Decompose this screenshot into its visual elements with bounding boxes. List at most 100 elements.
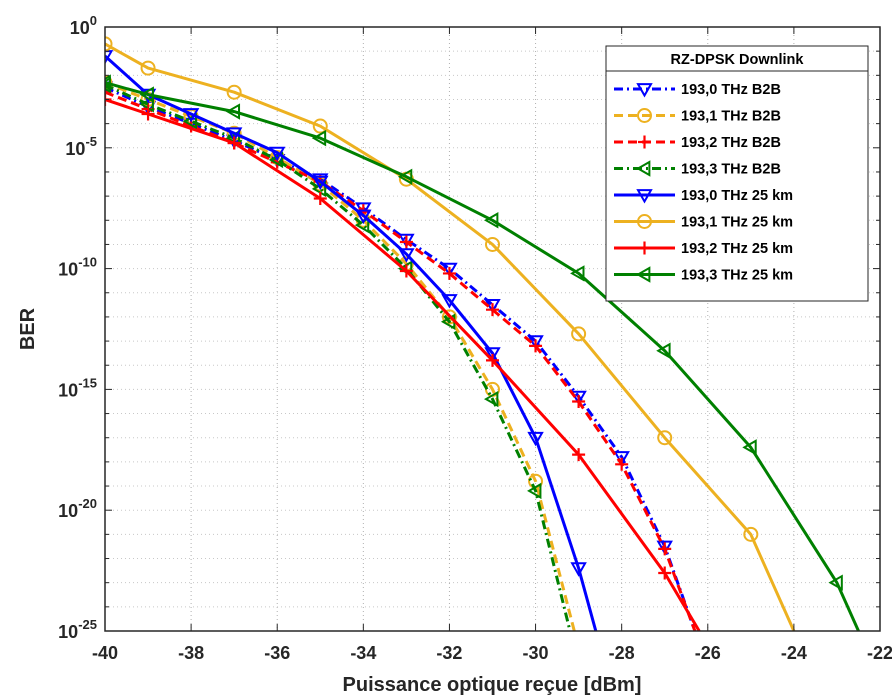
data-point — [572, 394, 586, 408]
legend-marker — [636, 189, 653, 204]
x-tick-label: -28 — [609, 643, 635, 663]
legend-item: 193,2 THz 25 km — [614, 241, 793, 257]
data-point — [399, 264, 413, 278]
data-point — [743, 526, 759, 542]
data-point — [226, 84, 242, 100]
data-point — [105, 50, 114, 65]
x-axis: -40 -38 -36 -34 -32 -30 -28 -26 -24 -22 — [92, 27, 892, 663]
data-point — [105, 75, 113, 91]
legend-label: 193,2 THz B2B — [681, 135, 781, 151]
data-point — [527, 335, 544, 350]
legend-item: 193,3 THz B2B — [614, 160, 781, 178]
data-point — [398, 233, 415, 249]
data-point — [828, 574, 843, 591]
series-8 — [105, 74, 860, 631]
legend-marker — [636, 83, 653, 98]
data-point — [483, 212, 499, 229]
data-point — [656, 540, 673, 555]
data-point — [570, 390, 587, 406]
legend-item: 193,1 THz 25 km — [614, 214, 793, 231]
legend-marker — [635, 160, 651, 177]
legend-marker — [638, 135, 651, 149]
data-point — [399, 235, 413, 249]
data-point — [139, 86, 154, 103]
data-point — [571, 326, 587, 342]
y-tick-label: 10-20 — [58, 496, 97, 521]
data-point — [225, 127, 243, 142]
y-tick-label: 10-25 — [58, 617, 97, 642]
legend-items: 193,0 THz B2B 193,1 THz B2B 193,2 THz B2B 1… — [614, 82, 793, 284]
data-point — [140, 60, 156, 76]
data-point — [527, 431, 544, 447]
series-line — [105, 86, 697, 631]
x-tick-label: -30 — [523, 643, 549, 663]
legend-item: 193,1 THz B2B — [614, 108, 781, 125]
data-point — [268, 146, 286, 162]
y-tick-label: 100 — [70, 13, 97, 38]
legend-label: 193,3 THz 25 km — [681, 268, 793, 284]
y-tick-label: 10-10 — [58, 255, 97, 280]
data-point — [441, 294, 458, 309]
legend: RZ-DPSK Downlink 193,0 THz B2B 193,1 THz … — [605, 45, 869, 302]
legend-label: 193,0 THz 25 km — [681, 188, 793, 204]
series-5 — [105, 50, 598, 631]
data-point — [613, 451, 630, 466]
legend-label: 193,1 THz B2B — [681, 109, 781, 125]
x-tick-label: -26 — [695, 643, 721, 663]
legend-marker — [637, 108, 652, 123]
data-point — [485, 236, 500, 252]
data-point — [572, 448, 586, 462]
series-line — [105, 81, 860, 631]
series-line — [105, 54, 598, 631]
data-point — [442, 266, 456, 280]
data-point — [312, 175, 329, 191]
legend-marker — [635, 266, 651, 283]
y-axis: 100 10-5 10-10 10-15 10-20 10-25 — [58, 13, 880, 642]
data-point — [658, 542, 672, 556]
data-point — [141, 107, 155, 121]
x-tick-label: -24 — [781, 643, 807, 663]
x-tick-label: -38 — [178, 643, 204, 663]
data-point — [182, 108, 200, 123]
x-axis-label: Puissance optique reçue [dBm] — [343, 674, 642, 696]
legend-label: 193,0 THz B2B — [681, 82, 781, 98]
series-line — [105, 42, 796, 631]
data-point — [570, 265, 585, 282]
series-line — [105, 83, 572, 631]
legend-item: 193,2 THz B2B — [614, 135, 781, 151]
x-tick-label: -36 — [264, 643, 290, 663]
y-tick-label: 10-5 — [65, 134, 97, 159]
legend-label: 193,1 THz 25 km — [681, 215, 793, 231]
data-point — [227, 136, 241, 150]
y-tick-label: 10-15 — [58, 375, 97, 400]
data-point — [570, 562, 587, 577]
series-line — [105, 81, 576, 631]
y-axis-label: BER — [17, 307, 39, 350]
legend-label: 193,2 THz 25 km — [681, 241, 793, 257]
data-point — [105, 74, 111, 91]
data-point — [105, 92, 112, 106]
legend-item: 193,0 THz 25 km — [614, 188, 793, 204]
data-point — [484, 347, 501, 362]
data-point — [529, 339, 543, 353]
data-point — [312, 118, 328, 134]
data-point — [398, 248, 415, 263]
x-tick-label: -32 — [436, 643, 462, 663]
data-point — [313, 192, 327, 206]
x-tick-label: -22 — [867, 643, 892, 663]
data-point — [615, 457, 629, 471]
data-point — [397, 168, 413, 186]
data-point — [441, 309, 457, 325]
data-point — [355, 209, 372, 224]
x-tick-label: -34 — [350, 643, 376, 663]
data-point — [486, 353, 499, 367]
series-layer — [105, 36, 860, 631]
data-point — [742, 439, 757, 456]
x-tick-label: -40 — [92, 643, 118, 663]
legend-label: 193,3 THz B2B — [681, 162, 781, 178]
data-point — [486, 303, 499, 317]
legend-title: RZ-DPSK Downlink — [671, 52, 805, 68]
data-point — [105, 36, 113, 52]
data-point — [225, 103, 241, 120]
